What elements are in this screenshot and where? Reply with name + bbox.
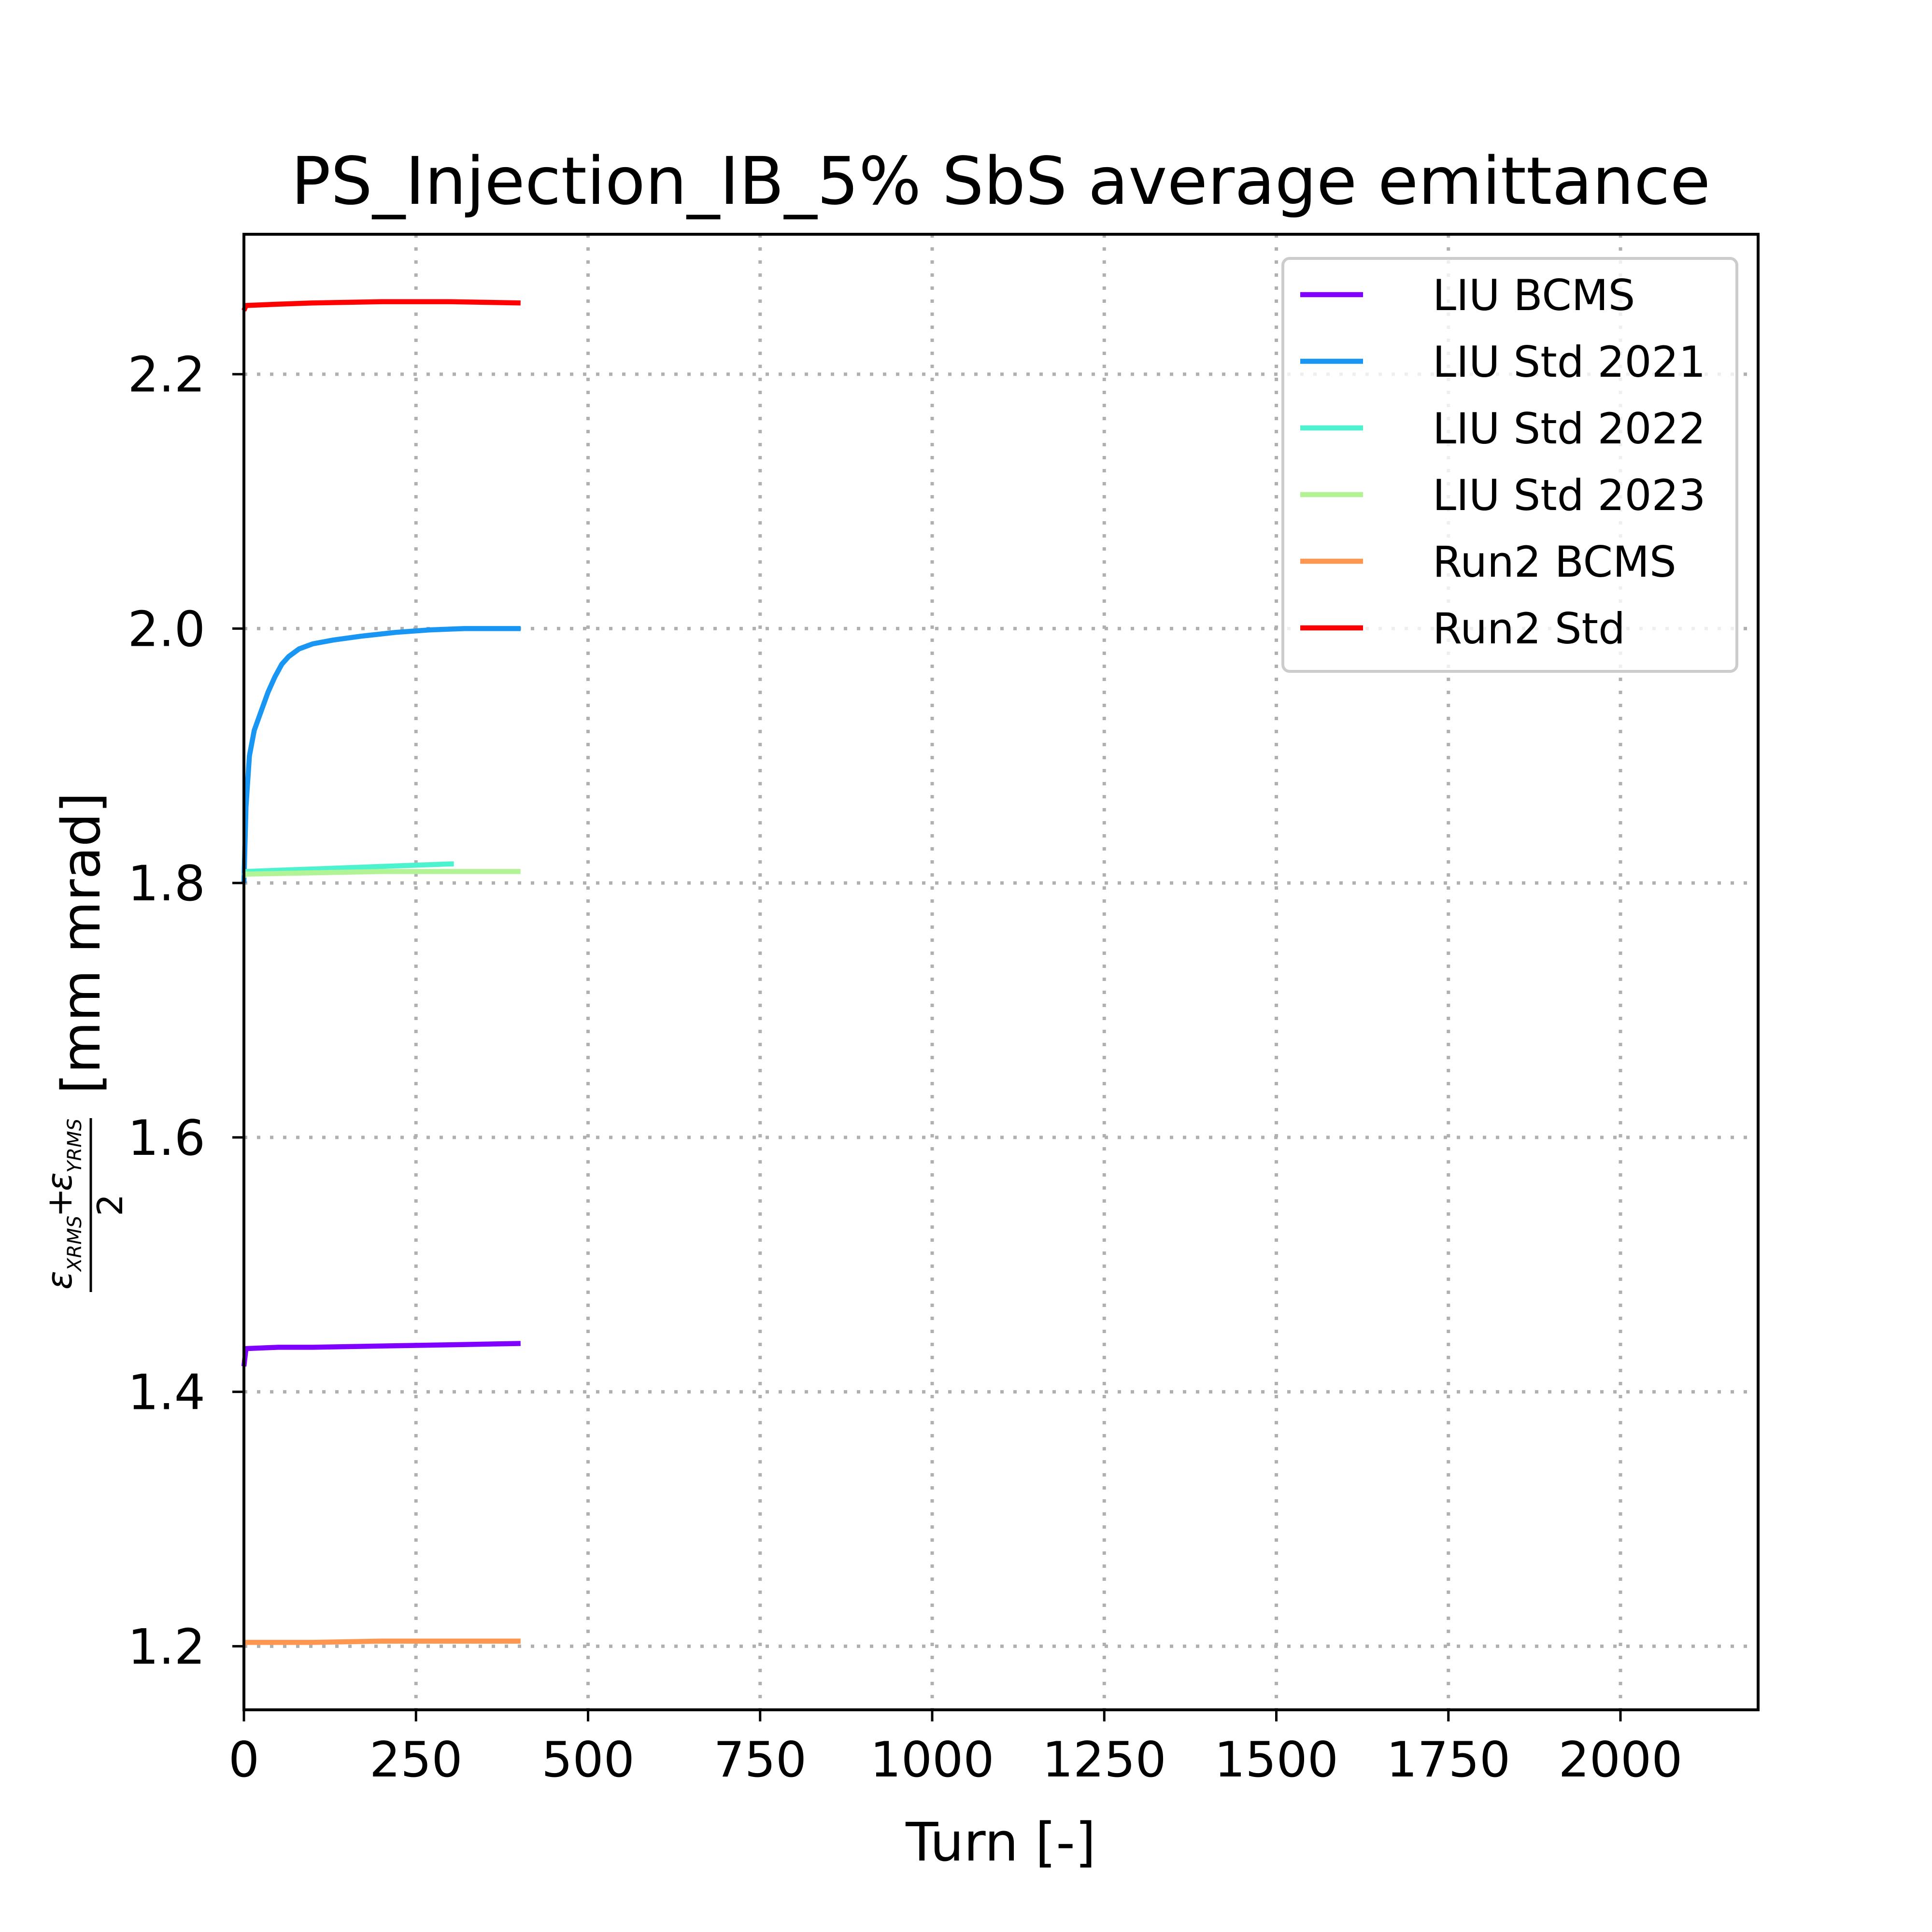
y-tick-label: 2.2 (128, 346, 205, 403)
x-axis-ticks: 0 250 500 750 1000 1250 1500 1750 2000 (228, 1710, 1683, 1788)
y-label-epsilon-x: ε (39, 1271, 80, 1290)
legend-label: LIU BCMS (1433, 270, 1635, 320)
series-line-6 (242, 299, 521, 312)
x-tick-label: 500 (541, 1731, 635, 1788)
y-tick-label: 1.4 (128, 1364, 205, 1421)
x-tick-label: 1000 (870, 1731, 994, 1788)
legend: LIU BCMS LIU Std 2021 LIU Std 2022 LIU Std … (1281, 257, 1738, 673)
series-lines (241, 299, 521, 1646)
series-line-1 (241, 1341, 521, 1367)
x-tick-label: 750 (713, 1731, 807, 1788)
x-axis-label: Turn [-] (905, 1811, 1096, 1873)
y-axis-ticks: 1.2 1.4 1.6 1.8 2.0 2.2 (128, 346, 244, 1675)
y-label-plus: + (39, 1188, 80, 1217)
x-tick-label: 2000 (1558, 1731, 1682, 1788)
x-tick-label: 0 (228, 1731, 259, 1788)
series-line-3 (242, 861, 454, 877)
x-tick-label: 250 (369, 1731, 463, 1788)
legend-entries: LIU BCMS LIU Std 2021 LIU Std 2022 LIU Std … (1300, 270, 1706, 653)
x-tick-label: 1750 (1386, 1731, 1510, 1788)
y-tick-label: 1.6 (128, 1109, 205, 1166)
y-label-sub-x: XRMS (64, 1216, 86, 1272)
y-label-units: [mm mrad] (50, 792, 112, 1094)
series-line-2 (241, 626, 521, 883)
y-tick-label: 2.0 (128, 600, 205, 657)
x-tick-label: 1500 (1214, 1731, 1338, 1788)
y-label-epsilon-y: ε (39, 1172, 80, 1191)
legend-label: Run2 BCMS (1433, 537, 1676, 587)
series-line-5 (242, 1638, 521, 1646)
legend-label: LIU Std 2021 (1433, 337, 1706, 387)
y-label-denominator: 2 (90, 1194, 130, 1216)
legend-label: LIU Std 2023 (1433, 470, 1706, 520)
series-line-4 (242, 869, 521, 879)
y-tick-label: 1.2 (128, 1618, 205, 1675)
y-gridlines (244, 372, 1758, 1648)
chart-title: PS_Injection_IB_5% SbS average emittance (291, 143, 1711, 220)
y-label-sub-y: YRMS (64, 1119, 86, 1173)
plot-frame (242, 233, 1760, 1711)
legend-label: LIU Std 2022 (1433, 404, 1706, 454)
x-tick-label: 1250 (1042, 1731, 1166, 1788)
y-tick-label: 1.8 (128, 855, 205, 912)
legend-label: Run2 Std (1433, 604, 1625, 653)
legend-box (1281, 257, 1738, 673)
y-axis-label: ε XRMS + ε YRMS 2 [mm mrad] (39, 792, 130, 1292)
